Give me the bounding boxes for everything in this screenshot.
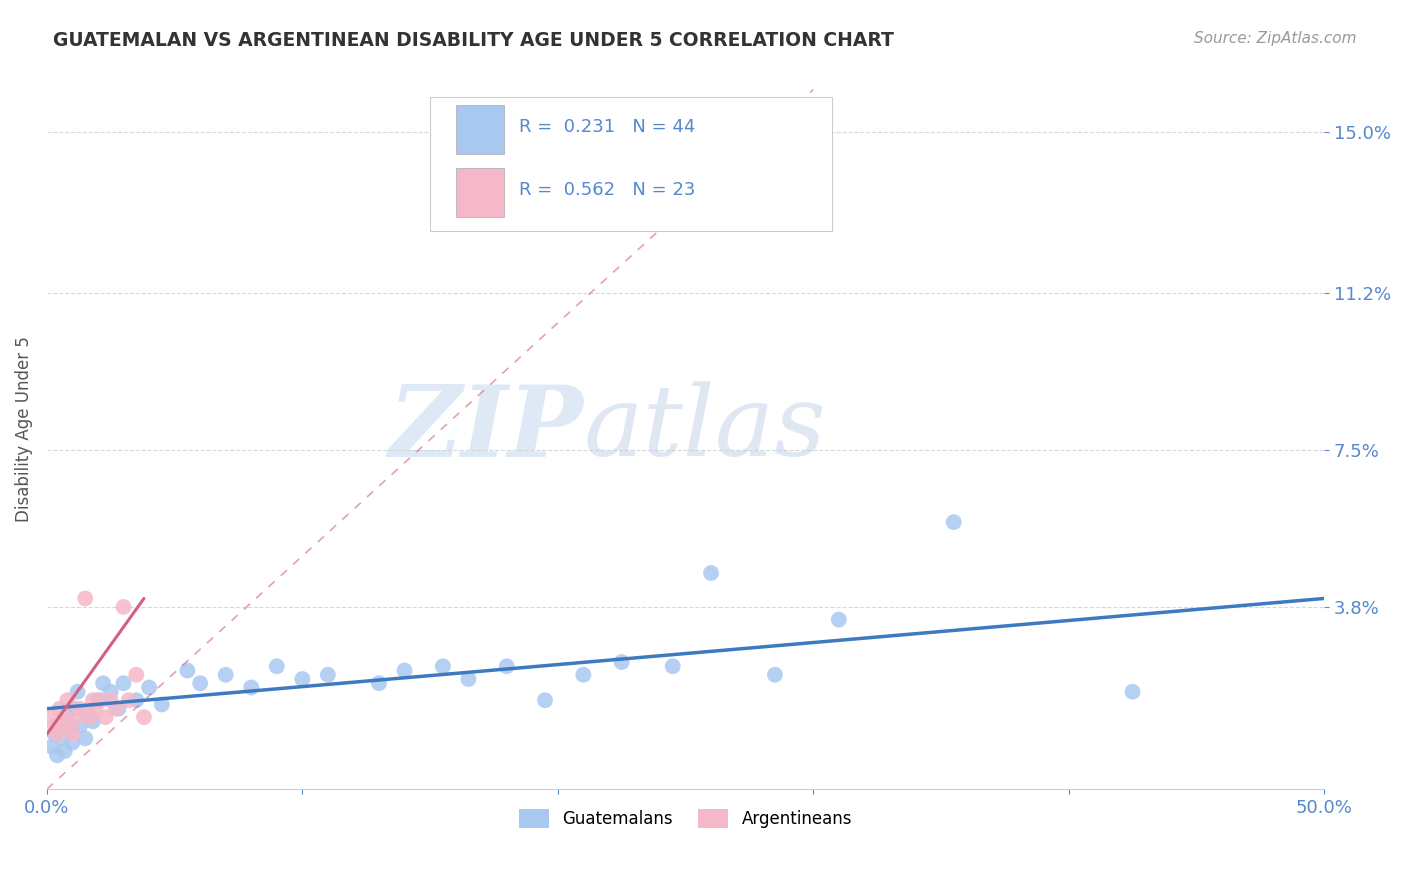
Point [700, 566, 723, 580]
Point [94, 710, 117, 724]
Point [51, 731, 73, 746]
Point [610, 655, 633, 669]
Point [457, 672, 479, 686]
Point [125, 667, 148, 681]
Point [48, 718, 70, 732]
Point [69, 718, 91, 732]
Point [46, 748, 69, 763]
Point [240, 681, 263, 695]
Point [53, 710, 76, 724]
Point [82, 693, 104, 707]
Point [763, 667, 786, 681]
Point [572, 667, 595, 681]
Point [132, 710, 155, 724]
Point [56, 693, 79, 707]
FancyBboxPatch shape [430, 97, 832, 231]
Point [84, 701, 107, 715]
Point [188, 676, 211, 690]
Point [266, 659, 288, 673]
Point [44, 718, 66, 732]
Point [117, 693, 139, 707]
Point [75, 731, 97, 746]
Text: R =  0.231   N = 44: R = 0.231 N = 44 [519, 118, 696, 136]
Text: ZIP: ZIP [388, 381, 583, 477]
Point [1122, 684, 1144, 698]
Point [59, 718, 82, 732]
Point [44, 727, 66, 741]
Point [66, 684, 89, 698]
Point [69, 701, 91, 715]
Point [46, 727, 69, 741]
Point [41, 710, 63, 724]
Point [56, 710, 79, 724]
Point [82, 714, 104, 729]
Point [316, 667, 339, 681]
Point [75, 591, 97, 606]
Point [100, 684, 122, 698]
Text: Source: ZipAtlas.com: Source: ZipAtlas.com [1194, 31, 1357, 46]
Point [942, 515, 965, 529]
Point [90, 693, 112, 707]
Point [176, 664, 198, 678]
Point [48, 701, 70, 715]
Point [112, 676, 135, 690]
Point [138, 681, 160, 695]
Point [51, 718, 73, 732]
Point [150, 698, 173, 712]
Point [91, 676, 114, 690]
Y-axis label: Disability Age Under 5: Disability Age Under 5 [15, 336, 32, 522]
Point [63, 701, 86, 715]
Point [104, 701, 127, 715]
Point [534, 693, 557, 707]
Point [87, 693, 110, 707]
FancyBboxPatch shape [456, 168, 505, 217]
Text: atlas: atlas [583, 381, 827, 476]
Point [53, 744, 76, 758]
Point [368, 676, 391, 690]
Point [59, 723, 82, 737]
Legend: Guatemalans, Argentineans: Guatemalans, Argentineans [512, 803, 859, 835]
Point [79, 710, 101, 724]
Point [432, 659, 454, 673]
Point [62, 735, 84, 749]
Point [215, 667, 238, 681]
Point [76, 706, 98, 720]
Point [41, 739, 63, 754]
Point [100, 693, 122, 707]
Point [828, 613, 851, 627]
Text: R =  0.562   N = 23: R = 0.562 N = 23 [519, 181, 696, 199]
Point [394, 664, 416, 678]
Point [112, 599, 135, 614]
Point [291, 672, 314, 686]
Point [66, 710, 89, 724]
Point [495, 659, 517, 673]
Point [62, 727, 84, 741]
FancyBboxPatch shape [456, 105, 505, 154]
Text: GUATEMALAN VS ARGENTINEAN DISABILITY AGE UNDER 5 CORRELATION CHART: GUATEMALAN VS ARGENTINEAN DISABILITY AGE… [53, 31, 894, 50]
Point [107, 701, 129, 715]
Point [125, 693, 148, 707]
Point [661, 659, 683, 673]
